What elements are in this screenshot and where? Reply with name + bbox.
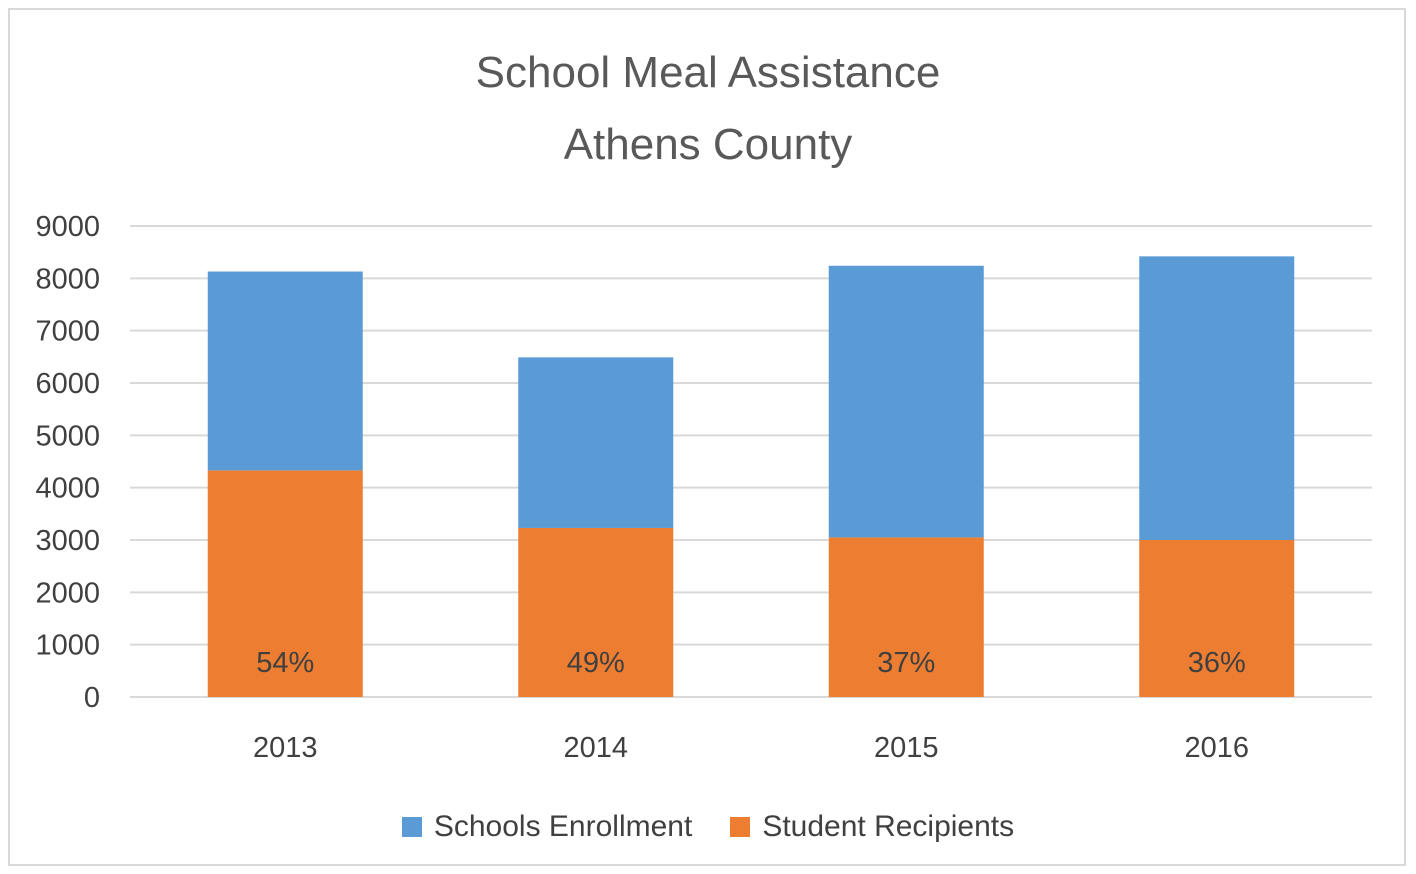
y-tick-label-1000: 1000 <box>35 630 100 662</box>
y-tick-label-7000: 7000 <box>35 316 100 348</box>
y-tick-label-9000: 9000 <box>35 211 100 243</box>
y-tick-label-0: 0 <box>84 682 100 714</box>
chart-title-line1: School Meal Assistance <box>475 48 941 97</box>
data-label-2014: 49% <box>567 647 625 679</box>
bar-schools-enrollment-2013 <box>207 271 363 471</box>
y-tick-label-4000: 4000 <box>35 473 100 505</box>
data-label-2016: 36% <box>1188 647 1246 679</box>
bar-schools-enrollment-2015 <box>828 265 984 538</box>
x-tick-label-2016: 2016 <box>1184 732 1249 764</box>
bar-student-recipients-2016 <box>1139 540 1295 697</box>
legend-label-student-recipients: Student Recipients <box>762 810 1015 843</box>
data-label-2013: 54% <box>256 647 314 679</box>
bar-student-recipients-2013 <box>207 470 363 697</box>
data-label-2015: 37% <box>877 647 935 679</box>
x-tick-label-2014: 2014 <box>563 732 628 764</box>
y-tick-label-8000: 8000 <box>35 263 100 295</box>
legend-swatch-schools-enrollment <box>401 817 422 837</box>
y-tick-label-2000: 2000 <box>35 577 100 609</box>
bar-schools-enrollment-2016 <box>1139 256 1295 540</box>
bar-student-recipients-2014 <box>518 527 674 697</box>
bar-schools-enrollment-2014 <box>518 357 674 528</box>
legend-swatch-student-recipients <box>730 817 751 837</box>
x-tick-label-2015: 2015 <box>874 732 939 764</box>
bar-student-recipients-2015 <box>828 537 984 697</box>
legend-item-schools-enrollment: Schools Enrollment <box>401 810 693 844</box>
y-tick-label-5000: 5000 <box>35 420 100 452</box>
legend-label-schools-enrollment: Schools Enrollment <box>433 810 693 843</box>
legend-item-student-recipients: Student Recipients <box>730 810 1014 844</box>
chart-title-line2: Athens County <box>563 120 853 169</box>
y-tick-label-6000: 6000 <box>35 368 100 400</box>
legend: Schools Enrollment Student Recipients <box>0 810 1416 844</box>
y-tick-label-3000: 3000 <box>35 525 100 557</box>
x-tick-label-2013: 2013 <box>253 732 318 764</box>
